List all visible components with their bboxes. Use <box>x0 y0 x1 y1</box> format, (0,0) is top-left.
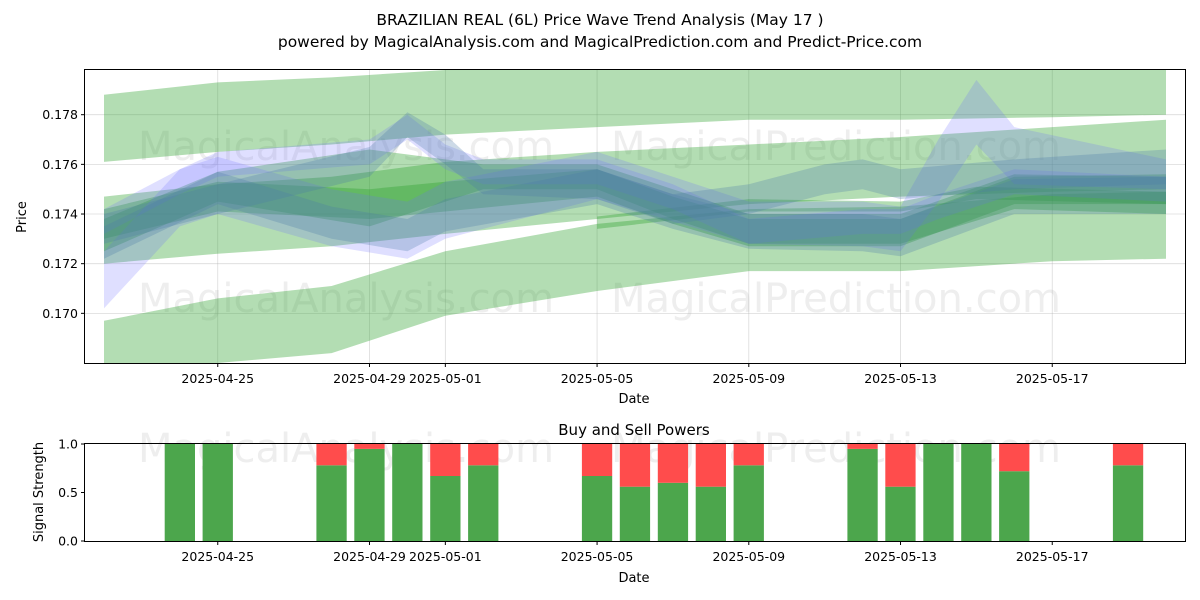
buy-power-bar <box>733 465 764 541</box>
price-wave-bands <box>104 70 1166 363</box>
buy-power-bar <box>619 486 651 541</box>
price-y-tick-label: 0.172 <box>42 256 78 271</box>
price-y-axis-label: Price <box>15 201 30 233</box>
watermark-mid-right: MagicalPrediction.com <box>611 276 1061 322</box>
signal-y-tick-label: 0.0 <box>58 534 78 549</box>
sell-power-bar <box>581 444 613 476</box>
price-x-tick-label: 2025-05-09 <box>712 371 785 386</box>
price-x-tick-label: 2025-05-05 <box>561 371 634 386</box>
buy-power-bar <box>202 444 233 541</box>
buy-power-bar <box>923 444 954 541</box>
sell-power-bar <box>430 444 461 476</box>
signal-bars <box>164 444 1144 541</box>
price-x-axis-label: Date <box>618 392 649 407</box>
price-gridlines <box>85 70 1185 363</box>
buy-power-bar <box>695 486 726 541</box>
signal-x-ticks: 2025-04-25 2025-04-29 2025-05-01 2025-05-05… <box>181 541 1089 564</box>
sell-power-bar <box>695 444 726 487</box>
sell-power-bar <box>316 444 347 466</box>
watermark-top-left: MagicalAnalysis.com <box>138 124 554 170</box>
signal-x-tick-label: 2025-04-25 <box>181 549 254 564</box>
wave-band-blue-7 <box>104 114 1166 244</box>
price-y-ticks: 0.170 0.172 0.174 0.176 0.178 <box>42 107 85 321</box>
buy-power-bar <box>430 476 461 541</box>
wave-band-green-4 <box>104 149 1166 252</box>
buy-power-bar <box>961 444 992 541</box>
price-x-tick-label: 2025-04-29 <box>333 371 406 386</box>
watermark-top-right: MagicalPrediction.com <box>611 124 1061 170</box>
signal-x-tick-label: 2025-05-05 <box>561 549 634 564</box>
sell-power-bar <box>657 444 689 483</box>
price-y-tick-label: 0.174 <box>42 207 78 222</box>
sell-power-bar <box>354 444 385 449</box>
buy-power-bar <box>316 465 347 541</box>
buy-power-bar <box>847 448 878 541</box>
signal-x-tick-label: 2025-05-01 <box>409 549 482 564</box>
signal-x-axis-label: Date <box>618 571 649 586</box>
signal-panel: Buy and Sell Powers 2025-04-25 2025-04-29… <box>32 421 1186 586</box>
sell-power-bar <box>1112 444 1144 466</box>
sell-power-bar <box>733 444 764 466</box>
buy-power-bar <box>581 476 613 541</box>
buy-power-bar <box>392 444 423 541</box>
price-y-tick-label: 0.176 <box>42 157 78 172</box>
signal-y-tick-label: 1.0 <box>58 437 78 452</box>
wave-band-green-6 <box>597 186 1166 229</box>
buy-power-bar <box>657 482 689 541</box>
buy-power-bar <box>1112 465 1144 541</box>
signal-x-tick-label: 2025-05-09 <box>712 549 785 564</box>
price-x-tick-label: 2025-04-25 <box>181 371 254 386</box>
price-y-tick-label: 0.178 <box>42 107 78 122</box>
price-x-tick-label: 2025-05-13 <box>864 371 937 386</box>
price-x-tick-label: 2025-05-01 <box>409 371 482 386</box>
wave-band-green-1 <box>104 70 1166 162</box>
sell-power-bar <box>999 444 1030 472</box>
wave-band-green-5 <box>104 169 1166 247</box>
wave-band-green-2 <box>104 119 1166 264</box>
sell-power-bar <box>468 444 499 466</box>
signal-y-tick-label: 0.5 <box>58 485 78 500</box>
signal-x-tick-label: 2025-04-29 <box>333 549 406 564</box>
buy-power-bar <box>354 448 385 541</box>
sell-power-bar <box>847 444 878 449</box>
signal-y-ticks: 0.0 0.5 1.0 <box>58 437 85 549</box>
price-panel: 2025-04-25 2025-04-29 2025-05-01 2025-05-05… <box>15 69 1186 407</box>
wave-band-green-3 <box>104 191 1166 363</box>
price-y-tick-label: 0.170 <box>42 306 78 321</box>
watermark-mid-left: MagicalAnalysis.com <box>138 276 554 322</box>
sell-power-bar <box>885 444 916 487</box>
buy-power-bar <box>885 486 916 541</box>
chart-title: BRAZILIAN REAL (6L) Price Wave Trend Ana… <box>376 11 823 29</box>
buy-power-bar <box>468 465 499 541</box>
wave-band-steel-9 <box>104 169 1166 259</box>
signal-x-tick-label: 2025-05-17 <box>1016 549 1089 564</box>
wave-band-steel-10 <box>104 112 1166 244</box>
signal-y-axis-label: Signal Strength <box>32 442 47 542</box>
price-axes-frame <box>84 69 1186 364</box>
wave-band-blue-8 <box>104 79 1166 309</box>
chart-subtitle: powered by MagicalAnalysis.com and Magic… <box>278 33 922 51</box>
signal-panel-title: Buy and Sell Powers <box>558 421 710 439</box>
price-x-ticks: 2025-04-25 2025-04-29 2025-05-01 2025-05-05… <box>181 363 1089 386</box>
sell-power-bar <box>619 444 651 487</box>
buy-power-bar <box>999 471 1030 541</box>
buy-power-bar <box>164 444 195 541</box>
signal-x-tick-label: 2025-05-13 <box>864 549 937 564</box>
price-x-tick-label: 2025-05-17 <box>1016 371 1089 386</box>
